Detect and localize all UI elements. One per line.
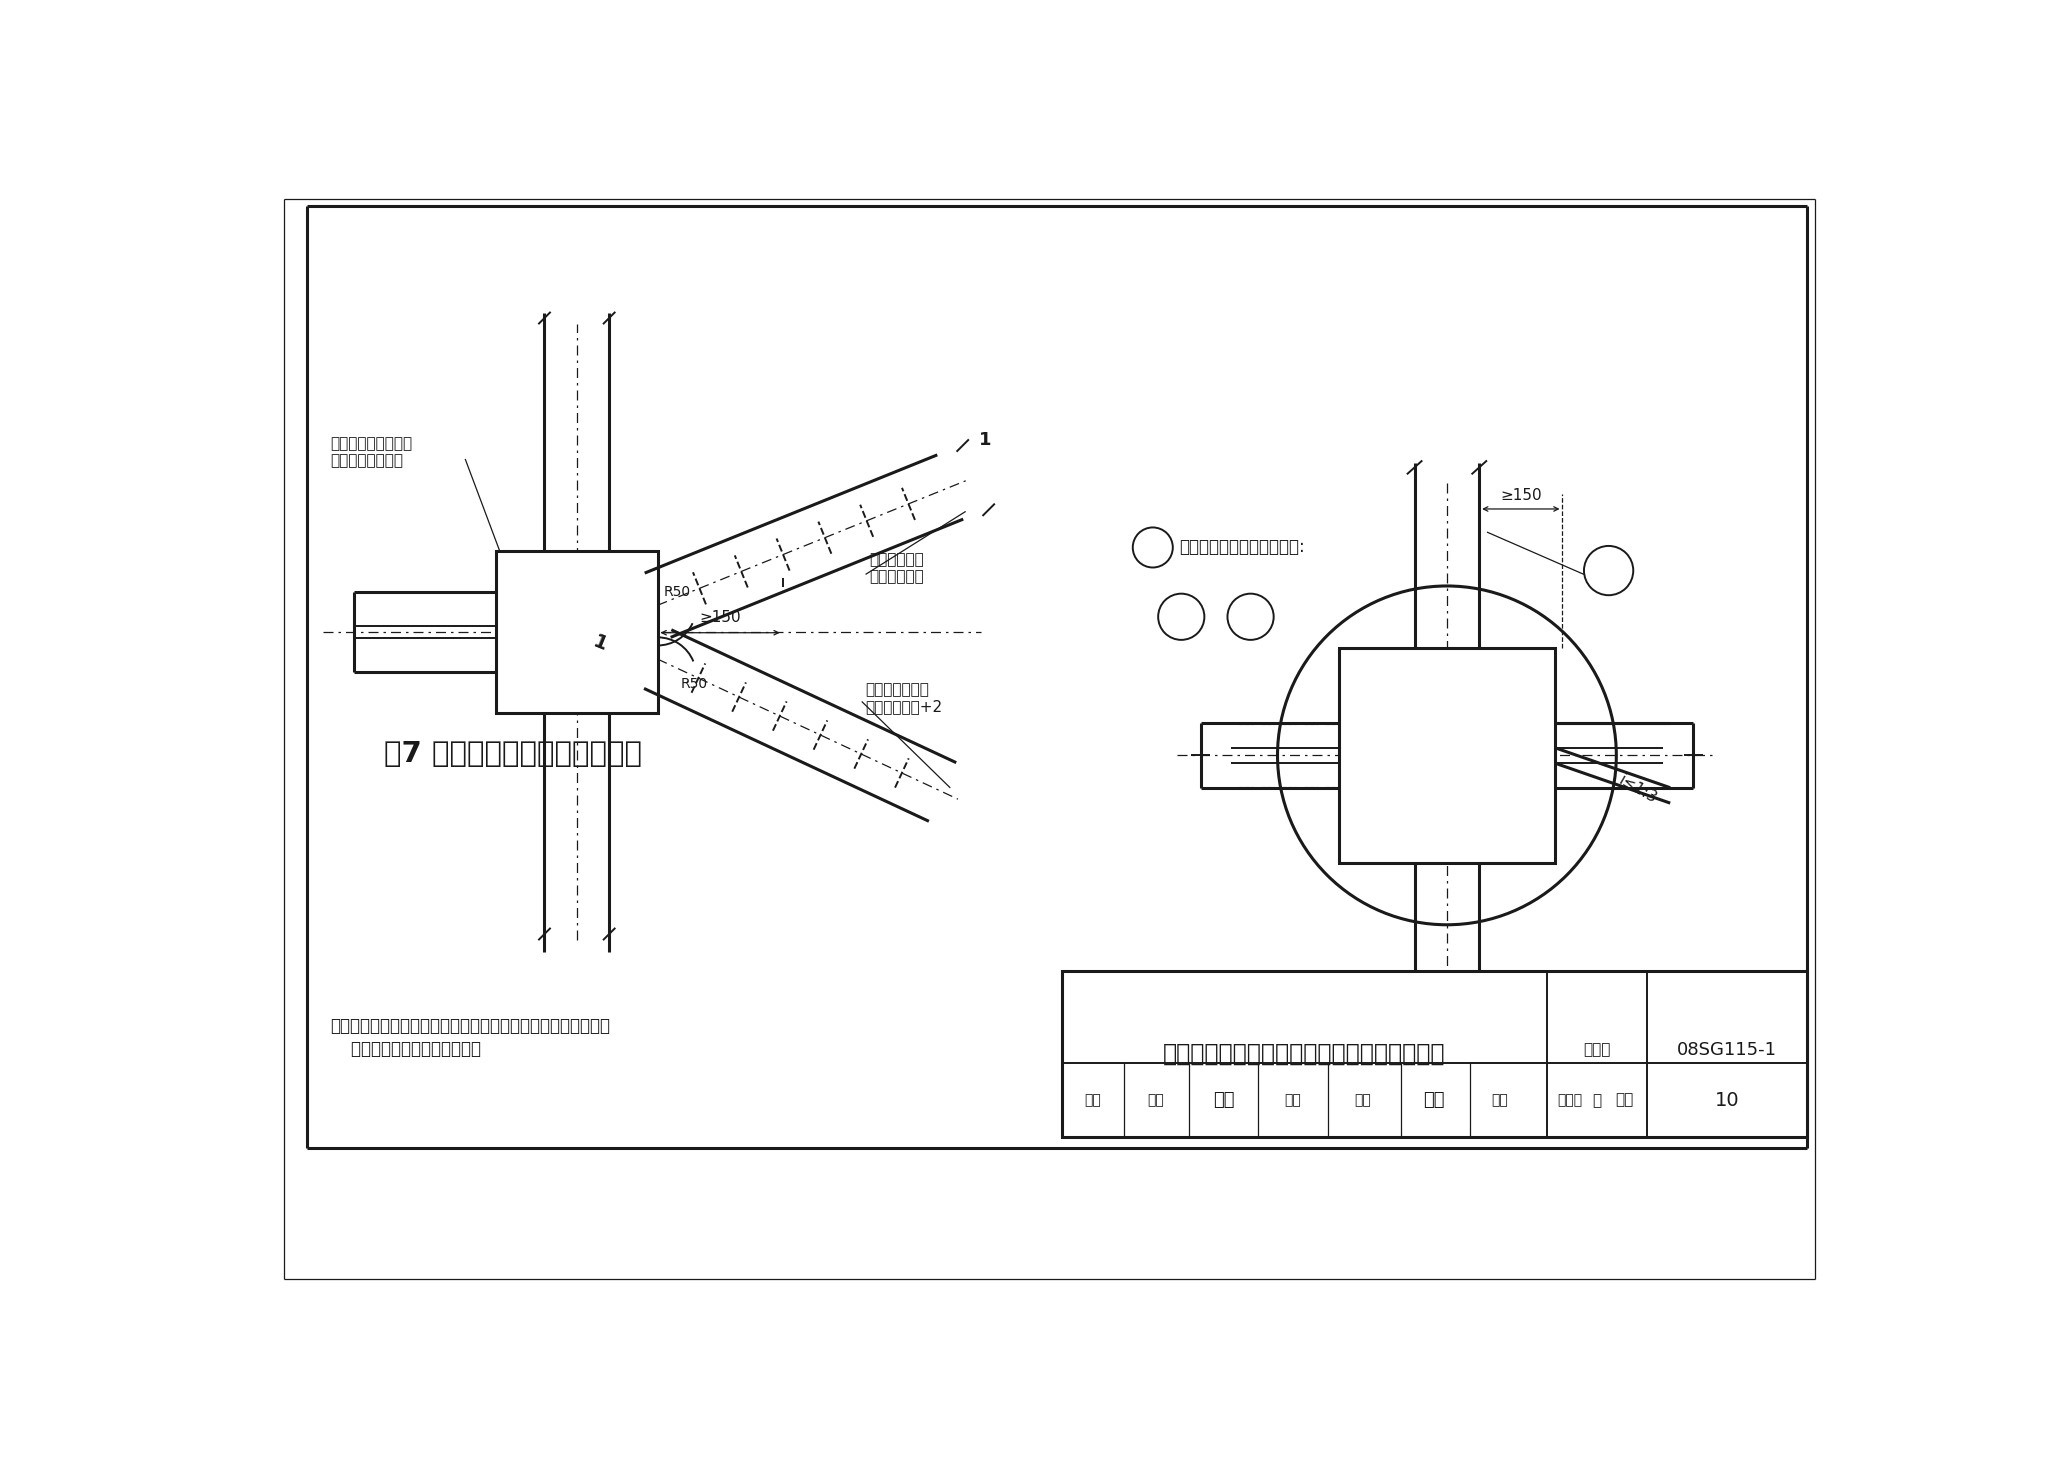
Text: R50: R50: [680, 677, 709, 692]
Text: 8: 8: [1245, 600, 1255, 617]
Text: 对应不同的连接方式分别为:: 对应不同的连接方式分别为:: [1180, 538, 1305, 556]
Text: 4: 4: [1176, 600, 1186, 617]
Text: 梁高度小于其: 梁高度小于其: [870, 552, 924, 566]
Text: 宜采用箱形柱，本图: 宜采用箱形柱，本图: [330, 436, 412, 451]
Circle shape: [1133, 528, 1174, 568]
Text: ≥150: ≥150: [698, 610, 741, 625]
Text: 申林: 申林: [1147, 1093, 1163, 1107]
Bar: [1063, 971, 1806, 1137]
Text: di: di: [1147, 534, 1159, 547]
Text: 36: 36: [1239, 616, 1262, 635]
Text: 翼缘中最厚者+2: 翼缘中最厚者+2: [866, 699, 942, 714]
Text: 页: 页: [1593, 1093, 1602, 1107]
Text: 校对: 校对: [1284, 1093, 1300, 1107]
Text: 08SG115-1: 08SG115-1: [1677, 1040, 1778, 1059]
Text: 工批: 工批: [1423, 1091, 1444, 1109]
Text: 10: 10: [1714, 1091, 1739, 1110]
Text: 32: 32: [1171, 616, 1192, 635]
Bar: [496, 552, 657, 712]
Text: 中林: 中林: [1212, 1091, 1235, 1109]
Text: di: di: [1602, 556, 1616, 571]
Text: 审核: 审核: [1083, 1093, 1102, 1107]
Text: Pi: Pi: [1147, 547, 1159, 562]
Text: 定位关系由平面布置图确定。: 定位关系由平面布置图确定。: [330, 1040, 481, 1058]
Text: R50: R50: [664, 585, 690, 600]
Text: 此板厚度为叠交: 此板厚度为叠交: [866, 683, 930, 698]
Text: 1-1: 1-1: [1421, 1071, 1456, 1090]
Text: ≥150: ≥150: [1499, 487, 1542, 503]
Text: 1: 1: [590, 632, 610, 655]
Text: Pi: Pi: [1602, 571, 1616, 585]
Bar: [1339, 648, 1554, 863]
Text: 图集号: 图集号: [1583, 1042, 1612, 1056]
Text: 注：本页图用于钢梁与钢柱连接且存在斜梁的情况，梁、柱平面: 注：本页图用于钢梁与钢柱连接且存在斜梁的情况，梁、柱平面: [330, 1017, 610, 1036]
Text: 签名: 签名: [1616, 1093, 1632, 1107]
Text: 钢结构参数化节点设计的基本原理及制图规则: 钢结构参数化节点设计的基本原理及制图规则: [1163, 1042, 1446, 1067]
Text: 设计: 设计: [1491, 1093, 1507, 1107]
Text: 只给出箱形柱做法: 只给出箱形柱做法: [330, 454, 403, 468]
Text: 1: 1: [979, 432, 991, 449]
Circle shape: [1159, 594, 1204, 639]
Circle shape: [1227, 594, 1274, 639]
Text: 王喆: 王喆: [1354, 1093, 1370, 1107]
Text: 他梁时的做法: 他梁时的做法: [870, 569, 924, 584]
Circle shape: [1583, 546, 1632, 595]
Text: i≤1:3: i≤1:3: [1616, 772, 1659, 806]
Text: 胡天兵: 胡天兵: [1559, 1093, 1583, 1107]
Text: 图7 一组节点中存在斜向汇交梁: 图7 一组节点中存在斜向汇交梁: [385, 740, 643, 768]
